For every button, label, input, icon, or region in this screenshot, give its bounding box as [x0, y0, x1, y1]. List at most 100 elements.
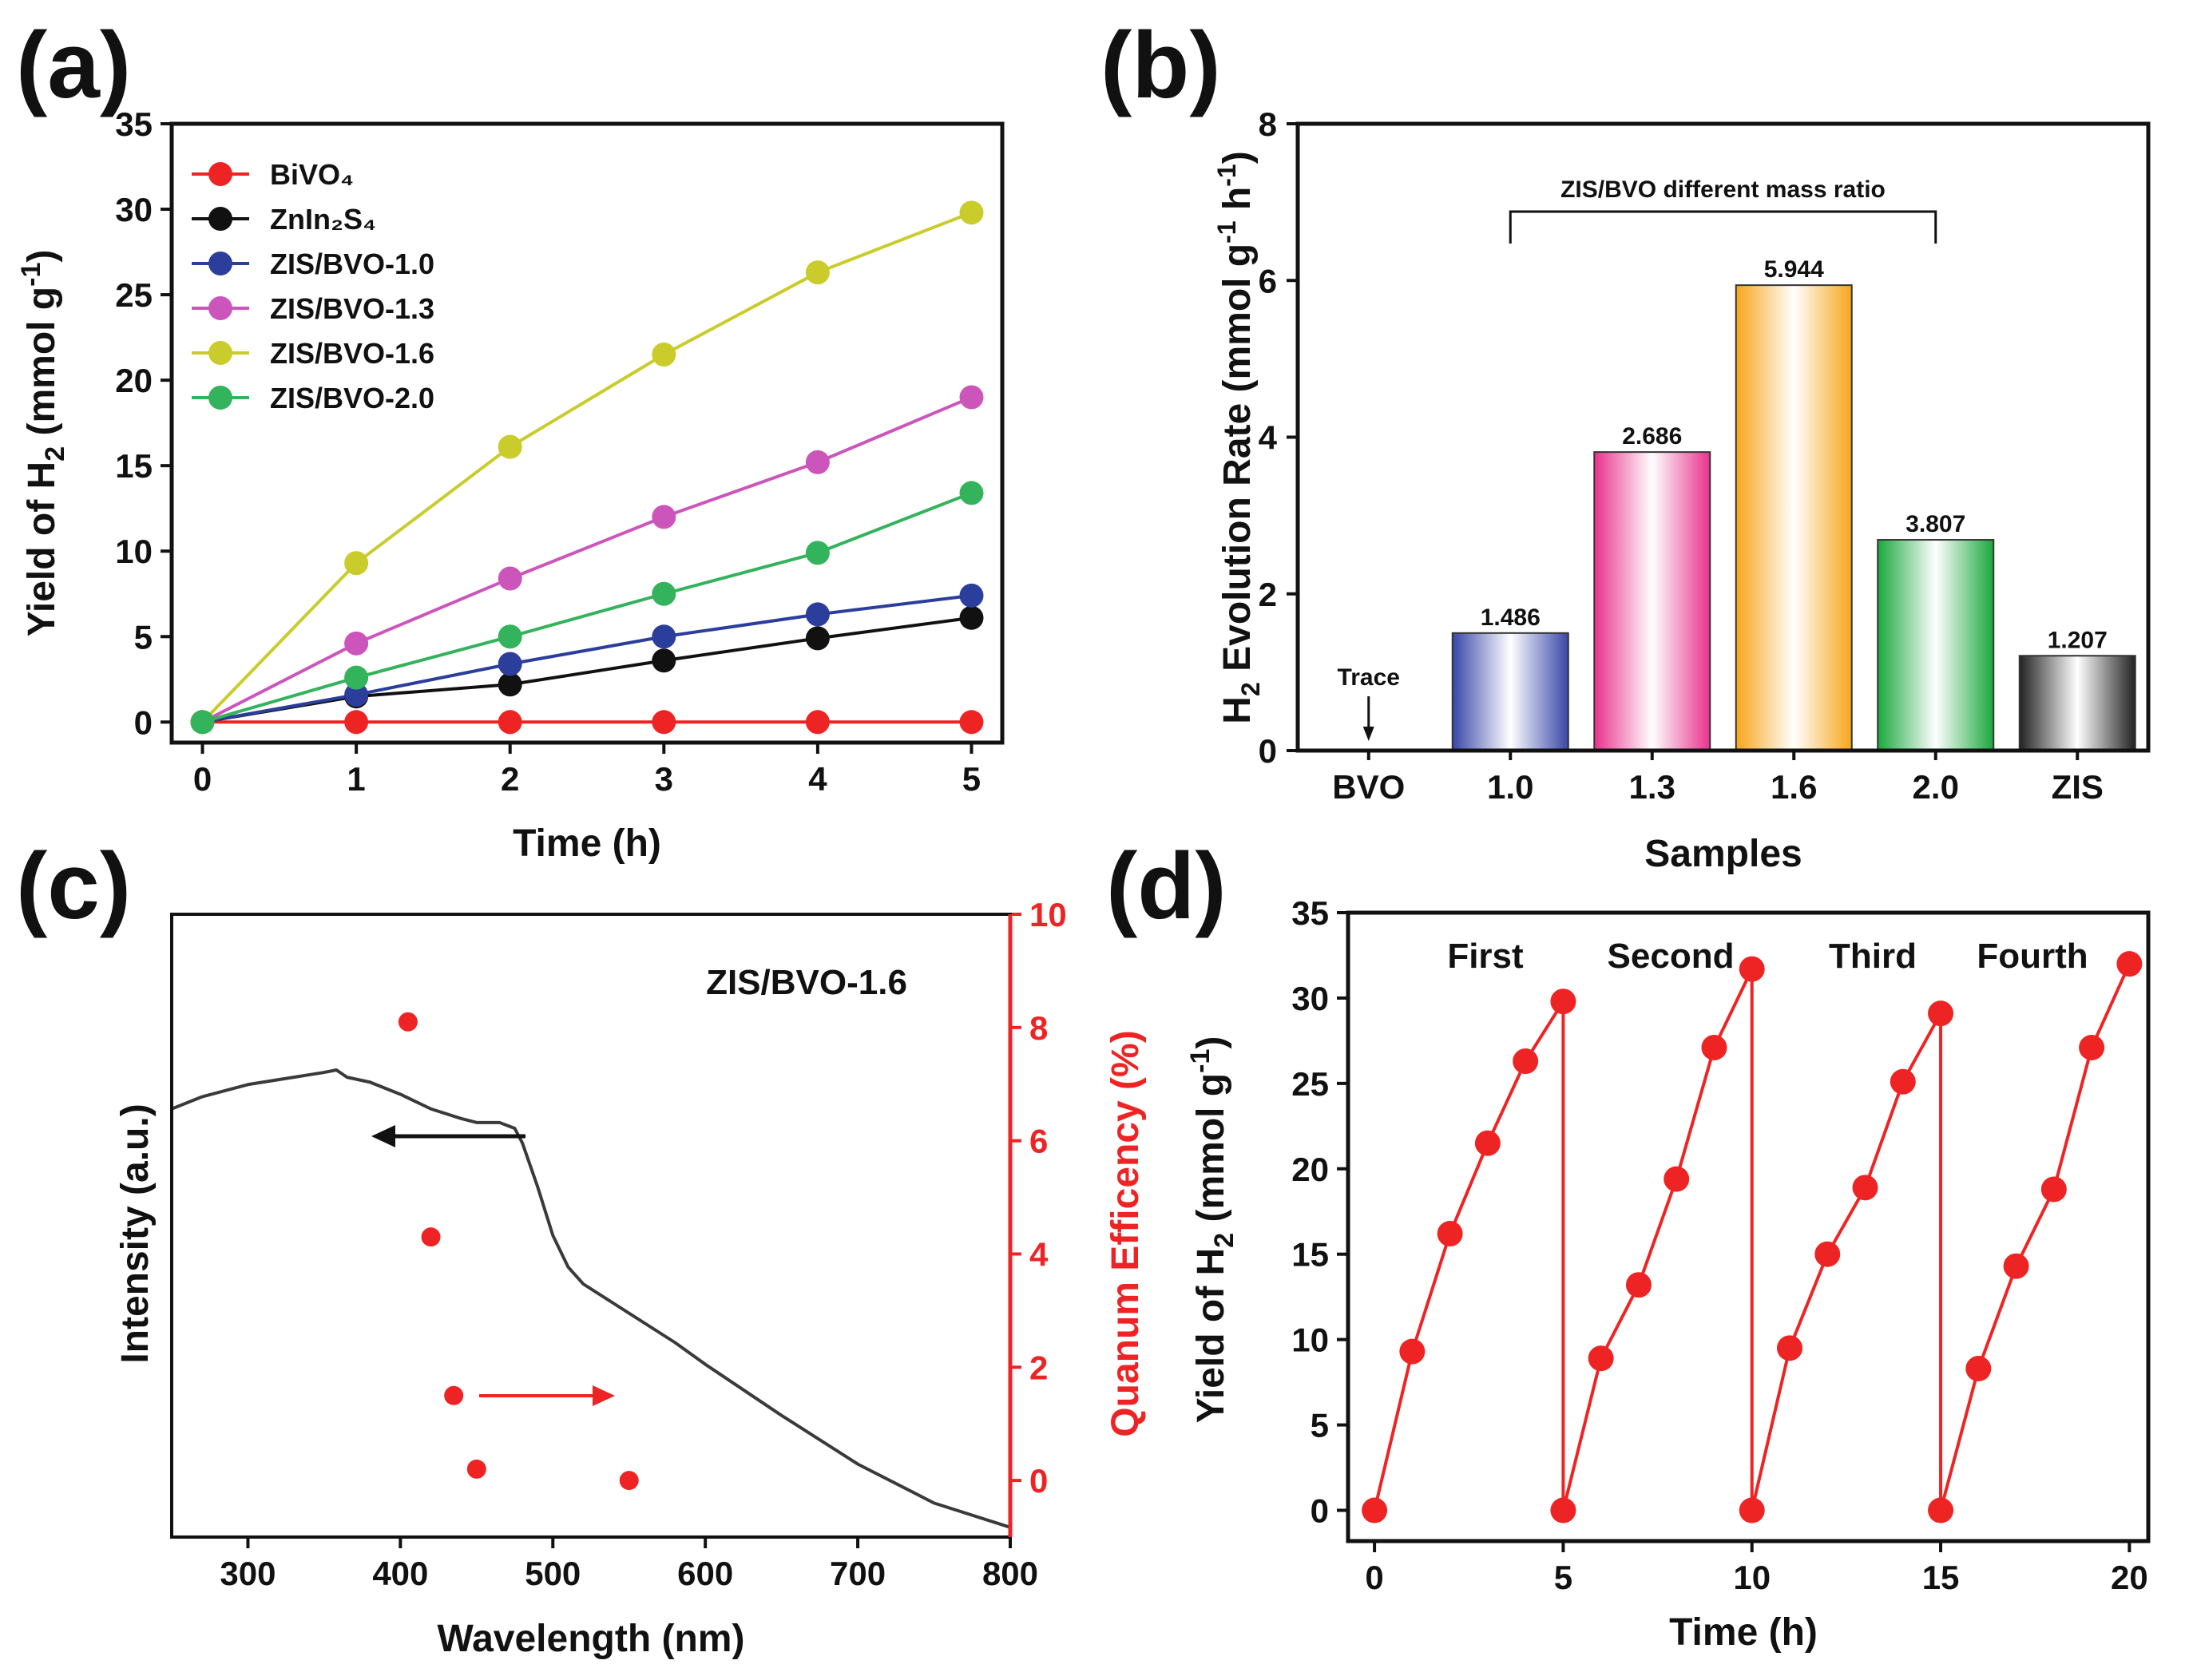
x-tick-label: 4: [808, 760, 827, 798]
legend-label: ZIS/BVO-1.6: [270, 337, 434, 370]
panel-b-annotations: Trace ZIS/BVO different mass ratio: [1338, 176, 1937, 741]
legend-label: ZIS/BVO-1.3: [270, 292, 434, 325]
panel-a-ylabel: Yield of H2 (mmol g-1): [16, 250, 70, 637]
data-point: [959, 605, 984, 630]
panel-a-ylabel-close: ): [21, 250, 63, 263]
data-point: [1474, 1130, 1501, 1156]
panel-c-arrows: [371, 1125, 615, 1406]
trace-label: Trace: [1338, 664, 1400, 691]
data-point: [959, 583, 984, 608]
y-tick-label: 0: [134, 703, 153, 741]
y-tick-label-right: 6: [1029, 1123, 1048, 1160]
y-tick-label: 20: [1291, 1151, 1329, 1188]
x-tick-label: 5: [1554, 1559, 1572, 1596]
y-tick-label: 30: [1291, 980, 1329, 1017]
y-tick-label: 20: [115, 362, 153, 399]
y-tick-label: 8: [1259, 105, 1277, 143]
x-tick-label: 20: [2111, 1559, 2148, 1596]
x-tick-label: 400: [372, 1555, 428, 1592]
panel-c-curve: [171, 1068, 1011, 1529]
data-point: [1739, 1497, 1765, 1523]
series-line: [202, 616, 972, 724]
data-point: [498, 710, 522, 735]
y-tick-label: 5: [1311, 1407, 1329, 1444]
panel-d-ylabel-close: ): [1190, 1036, 1232, 1049]
legend-marker: [208, 341, 232, 365]
bar: [1593, 451, 1711, 751]
x-tick-label: 3: [655, 760, 673, 798]
data-point: [652, 581, 676, 606]
data-point: [1513, 1048, 1539, 1075]
panel-b-ylabel-close: ): [1216, 151, 1259, 164]
data-point: [1965, 1356, 1992, 1382]
panel-a: (a) 0 1 2 3 4 5 0 5 10 15 20 25 30 35 BiVO₄ ZnIn₂S₄ ZIS…: [16, 13, 1005, 865]
bracket-label: ZIS/BVO different mass ratio: [1560, 176, 1886, 203]
panel-a-legend: BiVO₄ ZnIn₂S₄ ZIS/BVO-1.0 ZIS/BVO-1.3 ZIS/BV…: [192, 158, 434, 414]
data-point: [1437, 1221, 1463, 1247]
x-tick-label: 1.6: [1771, 768, 1817, 806]
data-point: [1852, 1175, 1878, 1201]
data-point: [344, 631, 369, 656]
panel-c-ylabel-left: Intensity (a.u.): [114, 1103, 157, 1363]
y-tick-label: 10: [1291, 1321, 1329, 1359]
data-point: [1928, 1497, 1954, 1523]
data-point: [2116, 951, 2143, 977]
qe-point: [466, 1459, 486, 1479]
data-point: [1739, 956, 1765, 982]
data-point: [652, 710, 676, 735]
x-tick-label: BVO: [1332, 768, 1405, 806]
panel-c: (c) 300 400 500 600 700 800 0 2 4 6 8 10 ZIS/BVO-1.…: [16, 834, 1147, 1660]
panel-c-frame: [170, 913, 1012, 1539]
y-tick-label: 15: [1291, 1236, 1329, 1274]
x-tick-label: 2.0: [1913, 768, 1959, 806]
panel-d-ylabel: Yield of H2 (mmol g-1): [1185, 1036, 1239, 1424]
panel-d-ylabel-suffix: (mmol g: [1190, 1073, 1232, 1233]
panel-b: (b) 0 2 4 6 8 BVO 1.0 1.3 1.6 2.0 ZIS 1.486 2.686 5.…: [1100, 13, 2151, 875]
cycle-label: Fourth: [1977, 937, 2088, 976]
qe-point: [421, 1227, 441, 1247]
legend-label: ZIS/BVO-1.0: [270, 248, 434, 280]
bar: [1735, 284, 1853, 751]
data-point: [805, 602, 830, 627]
data-point: [1399, 1338, 1426, 1365]
panel-b-ylabel-suffix: Evolution Rate (mmol g: [1216, 244, 1259, 682]
panel-c-points: [398, 1012, 639, 1491]
panel-a-xlabel: Time (h): [513, 822, 661, 865]
qe-point: [444, 1385, 464, 1405]
data-point: [1776, 1335, 1802, 1361]
legend-marker: [208, 252, 232, 275]
data-point: [959, 710, 984, 735]
x-tick-label: 600: [677, 1555, 733, 1592]
cycle-label: First: [1447, 937, 1524, 976]
y-tick-label-right: 4: [1029, 1235, 1049, 1273]
y-tick-label-right: 0: [1029, 1462, 1048, 1500]
panel-a-lines: [201, 211, 973, 724]
data-point: [959, 481, 984, 505]
panel-b-ylabel-sup: -1: [1212, 220, 1241, 243]
data-point: [498, 672, 522, 697]
panel-d-cycle-labels: First Second Third Fourth: [1447, 937, 2088, 976]
data-point: [959, 200, 984, 225]
y-tick-label: 10: [115, 533, 153, 570]
series-line: [202, 593, 972, 724]
bar-value-label: 1.486: [1481, 604, 1541, 631]
panel-b-ticks: 0 2 4 6 8 BVO 1.0 1.3 1.6 2.0 ZIS: [1259, 105, 2104, 806]
bar-value-label: 3.807: [1905, 511, 1965, 537]
x-tick-label: 300: [220, 1555, 276, 1592]
data-point: [344, 710, 369, 735]
data-point: [1550, 1497, 1576, 1523]
qe-point: [398, 1012, 418, 1032]
panel-c-xlabel: Wavelength (nm): [438, 1618, 745, 1660]
bar-value-label: 1.207: [2048, 627, 2108, 653]
x-tick-label: 10: [1733, 1559, 1771, 1596]
data-point: [1625, 1272, 1652, 1298]
panel-a-ylabel-prefix: Yield of H: [21, 462, 63, 637]
x-tick-label: ZIS: [2052, 768, 2104, 806]
legend-label: BiVO₄: [270, 158, 354, 191]
data-point: [190, 710, 215, 735]
y-tick-label-right: 8: [1029, 1009, 1048, 1047]
y-tick-label: 15: [115, 447, 153, 485]
x-tick-label: 0: [1365, 1559, 1383, 1596]
x-tick-label: 800: [982, 1555, 1038, 1592]
